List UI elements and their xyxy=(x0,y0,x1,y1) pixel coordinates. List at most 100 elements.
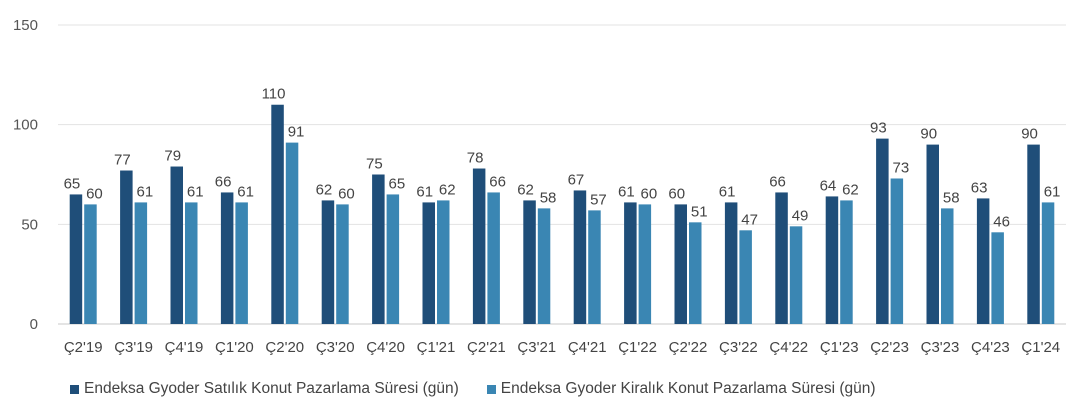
data-label: 47 xyxy=(741,211,758,228)
bar xyxy=(120,170,133,324)
data-label: 90 xyxy=(920,126,937,143)
bar xyxy=(941,208,954,324)
x-tick-label: Ç2'20 xyxy=(265,339,304,356)
y-axis: 0 50 100 150 xyxy=(13,17,38,333)
bars xyxy=(69,104,1055,324)
data-label: 91 xyxy=(288,124,305,141)
bar xyxy=(472,168,486,324)
data-label: 75 xyxy=(366,156,383,173)
bar xyxy=(789,226,803,324)
data-label: 62 xyxy=(316,181,333,198)
data-label: 49 xyxy=(792,207,809,224)
bar xyxy=(271,104,284,324)
bar xyxy=(638,204,652,324)
bar xyxy=(185,202,198,324)
data-label: 61 xyxy=(237,183,254,200)
data-label: 61 xyxy=(1044,183,1061,200)
bar xyxy=(840,200,853,324)
data-label: 79 xyxy=(164,148,181,165)
x-tick-label: Ç1'22 xyxy=(618,339,657,356)
data-label: 61 xyxy=(416,183,433,200)
x-tick-label: Ç3'22 xyxy=(719,339,758,356)
x-tick-label: Ç2'19 xyxy=(64,339,103,356)
bar xyxy=(134,202,148,324)
bar xyxy=(926,144,939,324)
bar xyxy=(487,192,500,324)
bar xyxy=(739,230,752,324)
legend: Endeksa Gyoder Satılık Konut Pazarlama S… xyxy=(70,377,1060,401)
y-tick-label: 150 xyxy=(13,17,38,34)
data-label: 110 xyxy=(262,86,286,103)
bar xyxy=(523,200,536,324)
x-tick-label: Ç2'21 xyxy=(467,339,506,356)
bar xyxy=(69,194,83,324)
bar xyxy=(890,178,904,324)
data-label: 46 xyxy=(993,213,1010,230)
x-tick-label: Ç4'22 xyxy=(769,339,808,356)
x-tick-label: Ç4'21 xyxy=(568,339,607,356)
bar xyxy=(170,166,183,324)
x-tick-label: Ç4'23 xyxy=(971,339,1010,356)
x-tick-label: Ç1'23 xyxy=(820,339,859,356)
legend-label-kiralik: Endeksa Gyoder Kiralık Konut Pazarlama S… xyxy=(500,380,876,397)
data-label: 62 xyxy=(439,181,456,198)
data-label: 60 xyxy=(86,185,103,202)
gridlines xyxy=(58,24,1066,325)
data-label: 77 xyxy=(114,152,131,169)
bar xyxy=(1027,144,1040,324)
value-labels: 65 60 77 61 79 61 66 61 110 91 62 60 75 65 61 62 78 66 62 5… xyxy=(64,86,1061,231)
data-label: 90 xyxy=(1021,126,1038,143)
bar xyxy=(422,202,435,324)
legend-item-satilik: Endeksa Gyoder Satılık Konut Pazarlama S… xyxy=(70,380,459,398)
bar xyxy=(386,194,400,324)
data-label: 73 xyxy=(893,159,910,176)
data-label: 62 xyxy=(517,181,534,198)
bar xyxy=(84,204,97,324)
data-label: 58 xyxy=(943,189,960,206)
legend-item-kiralik: Endeksa Gyoder Kiralık Konut Pazarlama S… xyxy=(486,380,876,398)
bar xyxy=(537,208,551,324)
x-tick-label: Ç3'23 xyxy=(921,339,960,356)
data-label: 67 xyxy=(568,171,585,188)
x-tick-label: Ç3'20 xyxy=(316,339,355,356)
bar xyxy=(372,174,385,324)
bar xyxy=(220,192,234,324)
y-tick-label: 50 xyxy=(21,216,38,233)
data-label: 78 xyxy=(467,150,484,167)
x-tick-label: Ç2'22 xyxy=(669,339,708,356)
bar xyxy=(624,202,637,324)
bar xyxy=(689,222,702,324)
x-tick-label: Ç1'21 xyxy=(417,339,456,356)
x-axis: Ç2'19 Ç3'19 Ç4'19 Ç1'20 Ç2'20 Ç3'20 Ç4'20 Ç1'21… xyxy=(64,339,1060,356)
data-label: 64 xyxy=(820,177,837,194)
legend-swatch-kiralik xyxy=(486,384,496,394)
bar xyxy=(588,210,601,324)
legend-swatch-satilik xyxy=(70,384,79,394)
bar xyxy=(321,200,335,324)
y-tick-label: 100 xyxy=(13,117,38,134)
bar xyxy=(775,192,788,324)
bar xyxy=(876,138,889,324)
data-label: 63 xyxy=(971,179,988,196)
bar xyxy=(336,204,349,324)
x-tick-label: Ç4'20 xyxy=(366,339,405,356)
legend-label-satilik: Endeksa Gyoder Satılık Konut Pazarlama S… xyxy=(84,380,459,397)
x-tick-label: Ç3'21 xyxy=(517,339,556,356)
bar xyxy=(674,204,687,324)
bar xyxy=(825,196,839,324)
data-label: 60 xyxy=(641,185,658,202)
bar xyxy=(573,190,587,324)
bar xyxy=(724,202,738,324)
bar xyxy=(976,198,990,324)
data-label: 66 xyxy=(489,173,506,190)
data-label: 61 xyxy=(719,183,736,200)
y-tick-label: 0 xyxy=(30,316,38,333)
data-label: 61 xyxy=(187,183,204,200)
data-label: 93 xyxy=(870,120,887,137)
data-label: 61 xyxy=(618,183,635,200)
data-label: 65 xyxy=(64,175,81,192)
data-label: 65 xyxy=(389,175,406,192)
x-tick-label: Ç3'19 xyxy=(114,339,153,356)
data-label: 66 xyxy=(215,173,232,190)
